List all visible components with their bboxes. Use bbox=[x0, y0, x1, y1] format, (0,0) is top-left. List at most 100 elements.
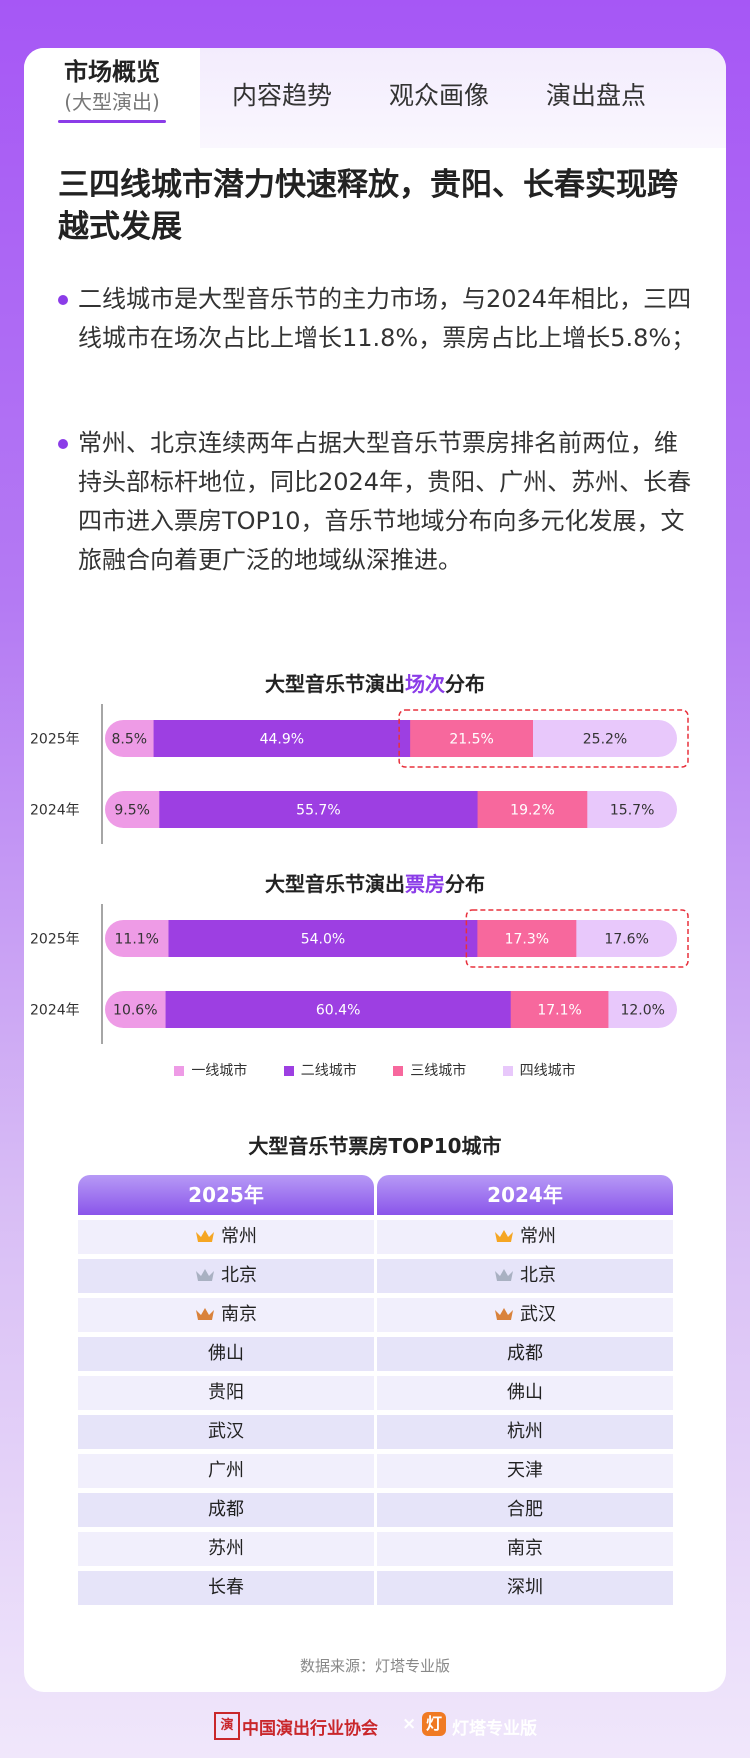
table-row: 深圳 bbox=[377, 1571, 673, 1605]
city-name: 北京 bbox=[221, 1265, 257, 1286]
data-label: 25.2% bbox=[583, 732, 627, 748]
data-label: 54.0% bbox=[301, 932, 345, 948]
sessions-distribution-chart: 2025年 8.5% 44.9% 21.5% 25.2% 2024年 9.5% 55.7% 19… bbox=[30, 704, 689, 844]
data-label: 12.0% bbox=[620, 1003, 664, 1019]
city-name: 佛山 bbox=[208, 1343, 244, 1364]
chart-title-boxoffice-post: 分布 bbox=[445, 872, 485, 896]
top10-title: 大型音乐节票房TOP10城市 bbox=[248, 1134, 502, 1158]
table-row: 常州 bbox=[78, 1220, 374, 1254]
city-name: 合肥 bbox=[507, 1499, 543, 1520]
dengta-brand-name: 灯塔专业版 bbox=[452, 1719, 537, 1739]
category-label: 2025年 bbox=[30, 732, 80, 748]
legend-item-tier1: 一线城市 bbox=[174, 1060, 247, 1080]
bar-segment bbox=[410, 720, 534, 757]
data-label: 44.9% bbox=[260, 732, 304, 748]
tab-content-trends[interactable]: 内容趋势 bbox=[232, 81, 333, 110]
data-label: 11.1% bbox=[115, 932, 159, 948]
chart-title-boxoffice-pre: 大型音乐节演出 bbox=[265, 872, 405, 896]
stacked-bar bbox=[105, 791, 677, 828]
legend-label-tier3: 三线城市 bbox=[410, 1063, 467, 1079]
highlight-box bbox=[465, 909, 689, 968]
data-label: 60.4% bbox=[316, 1003, 360, 1019]
table-row: 广州 bbox=[78, 1454, 374, 1488]
data-label: 8.5% bbox=[111, 732, 147, 748]
boxoffice-distribution-chart: 2025年 11.1% 54.0% 17.3% 17.6% 2024年 10.6% 60.4%… bbox=[30, 904, 689, 1044]
city-name: 贵阳 bbox=[208, 1382, 244, 1403]
table-row: 天津 bbox=[377, 1454, 673, 1488]
bar-segment bbox=[153, 720, 411, 757]
active-tab-underline bbox=[58, 120, 166, 123]
bar-segment bbox=[105, 991, 167, 1028]
bullet-text-1: 二线城市是大型音乐节的主力市场，与2024年相比，三四线城市在场次占比上增长11… bbox=[78, 285, 696, 352]
bar-segment bbox=[608, 991, 677, 1028]
gold-crown-icon bbox=[495, 1230, 513, 1242]
page-headline: 三四线城市潜力快速释放，贵阳、长春实现跨越式发展 bbox=[58, 167, 678, 245]
bullet-item-1: 二线城市是大型音乐节的主力市场，与2024年相比，三四线城市在场次占比上增长11… bbox=[58, 280, 698, 358]
category-label: 2024年 bbox=[30, 803, 80, 819]
legend-swatch-tier2 bbox=[283, 1066, 294, 1076]
city-name: 南京 bbox=[507, 1538, 543, 1559]
stacked-bar bbox=[105, 920, 677, 957]
top10-column-2025: 2025年 常州 北京 南京 佛山 贵阳 武汉 广州 成都 苏州 长春 bbox=[78, 1175, 374, 1605]
bronze-crown-icon bbox=[196, 1308, 214, 1320]
stacked-bar bbox=[105, 991, 677, 1028]
bar-segment bbox=[477, 920, 577, 957]
table-row: 成都 bbox=[78, 1493, 374, 1527]
city-name: 武汉 bbox=[520, 1304, 556, 1325]
data-label: 21.5% bbox=[449, 732, 493, 748]
table-row: 北京 bbox=[78, 1259, 374, 1293]
legend-swatch-tier3 bbox=[393, 1066, 404, 1076]
city-name: 成都 bbox=[507, 1343, 543, 1364]
silver-crown-icon bbox=[495, 1269, 513, 1281]
table-row: 佛山 bbox=[78, 1337, 374, 1371]
content-card: 市场概览 (大型演出) 内容趋势 观众画像 演出盘点 三四线城市潜力快速释放，贵… bbox=[24, 48, 726, 1692]
bar-segment bbox=[477, 791, 588, 828]
table-row: 合肥 bbox=[377, 1493, 673, 1527]
table-row: 苏州 bbox=[78, 1532, 374, 1566]
city-name: 南京 bbox=[221, 1304, 257, 1325]
table-row: 成都 bbox=[377, 1337, 673, 1371]
legend-item-tier3: 三线城市 bbox=[393, 1060, 466, 1080]
city-name: 苏州 bbox=[208, 1538, 244, 1559]
city-name: 成都 bbox=[208, 1499, 244, 1520]
table-row: 武汉 bbox=[377, 1298, 673, 1332]
table-row: 长春 bbox=[78, 1571, 374, 1605]
dengta-logo-icon: 灯 bbox=[422, 1712, 446, 1736]
chart-title-sessions-post: 分布 bbox=[445, 672, 485, 696]
top10-header-2024: 2024年 bbox=[377, 1175, 673, 1215]
highlight-box bbox=[398, 709, 689, 768]
bar-segment bbox=[165, 991, 512, 1028]
bullet-dot bbox=[58, 439, 68, 449]
tab-market-overview-label: 市场概览 bbox=[64, 58, 160, 86]
legend-item-tier4: 四线城市 bbox=[502, 1060, 576, 1080]
times-separator: × bbox=[402, 1714, 417, 1734]
bar-segment bbox=[105, 920, 169, 957]
bar-segment bbox=[576, 920, 677, 957]
tab-show-review[interactable]: 演出盘点 bbox=[546, 81, 647, 110]
association-name: 中国演出行业协会 bbox=[242, 1719, 378, 1739]
chart-title-boxoffice-highlight: 票房 bbox=[405, 872, 445, 896]
legend-label-tier2: 二线城市 bbox=[300, 1063, 357, 1079]
tab-market-overview-sub: (大型演出) bbox=[64, 90, 160, 114]
data-label: 19.2% bbox=[510, 803, 554, 819]
city-name: 长春 bbox=[208, 1577, 244, 1598]
chart-title-boxoffice: 大型音乐节演出票房分布 bbox=[24, 868, 726, 897]
tab-market-overview[interactable]: 市场概览 (大型演出) bbox=[24, 48, 200, 156]
data-label: 9.5% bbox=[114, 803, 150, 819]
bar-segment bbox=[105, 791, 160, 828]
data-label: 17.3% bbox=[505, 932, 549, 948]
tab-audience-profile[interactable]: 观众画像 bbox=[389, 81, 490, 110]
legend-swatch-tier4 bbox=[502, 1066, 513, 1076]
legend-label-tier4: 四线城市 bbox=[519, 1063, 576, 1079]
chart-legend: 一线城市 二线城市 三线城市 四线城市 bbox=[24, 1060, 726, 1080]
category-label: 2025年 bbox=[30, 932, 80, 948]
bronze-crown-icon bbox=[495, 1308, 513, 1320]
table-row: 武汉 bbox=[78, 1415, 374, 1449]
city-name: 常州 bbox=[221, 1226, 257, 1247]
table-row: 常州 bbox=[377, 1220, 673, 1254]
table-row: 南京 bbox=[377, 1532, 673, 1566]
city-name: 武汉 bbox=[208, 1421, 244, 1442]
data-label: 55.7% bbox=[296, 803, 340, 819]
bar-segment bbox=[587, 791, 677, 828]
data-source: 数据来源：灯塔专业版 bbox=[299, 1657, 450, 1675]
